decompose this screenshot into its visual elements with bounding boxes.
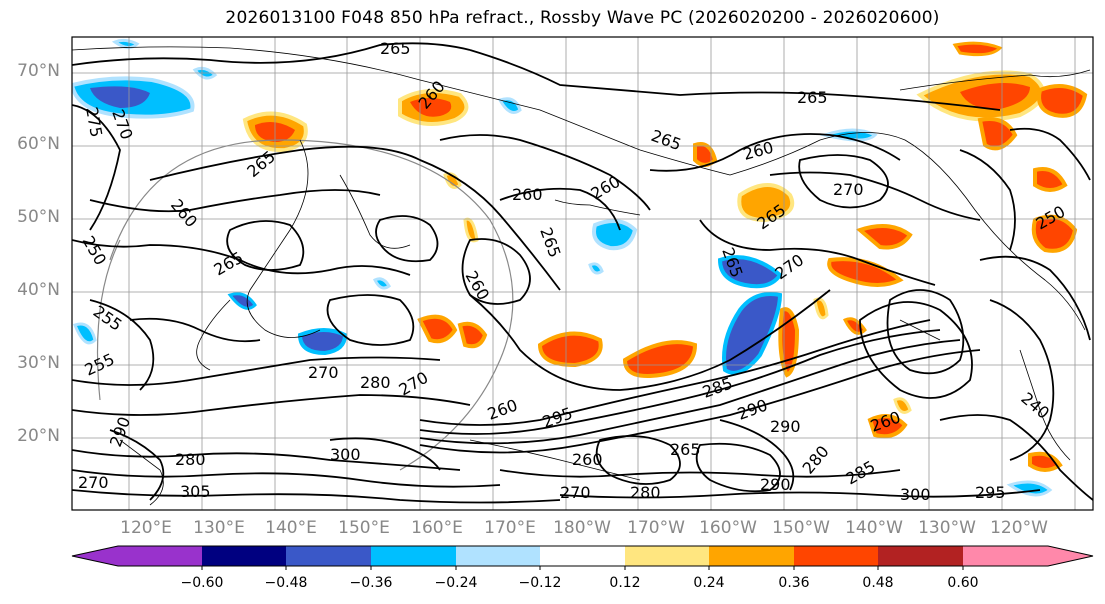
colorbar-bin	[456, 546, 540, 566]
colorbar-extend-left	[72, 546, 118, 566]
colorbar-extend-right	[1048, 546, 1093, 566]
lat-label: 70°N	[17, 61, 60, 81]
contour-label: 295	[975, 483, 1006, 502]
anomaly-negative	[372, 277, 391, 290]
colorbar-tick-label: 0.60	[947, 575, 979, 591]
contour-label: 265	[797, 88, 828, 107]
anomaly-positive	[1037, 84, 1088, 118]
anomaly-negative	[90, 86, 150, 108]
contour-label: 290	[770, 417, 801, 436]
colorbar-tick-label: 0.24	[693, 575, 725, 591]
contour-label: 300	[330, 445, 361, 464]
colorbar-outline	[71, 545, 1094, 567]
colorbar-bin	[878, 546, 963, 566]
colorbar-tick-label: 0.12	[609, 575, 641, 591]
map-panel: 265 265 260 270 275 265 260 265 260 260 …	[72, 37, 1093, 510]
anomaly-negative	[297, 328, 348, 356]
anomaly-positive	[893, 397, 912, 414]
contour-lines	[72, 42, 1093, 504]
lon-label: 160°E	[411, 518, 463, 538]
contour-label: 270	[308, 363, 339, 382]
anomaly-negative	[722, 292, 783, 375]
colorbar-bin	[118, 546, 202, 566]
colorbar-tick-label: −0.60	[180, 575, 224, 591]
contour-label: 280	[630, 483, 661, 502]
lat-label: 50°N	[17, 207, 60, 227]
lat-label: 20°N	[17, 426, 60, 446]
colorbar-bin	[202, 546, 286, 566]
anomaly-positive	[952, 41, 1003, 57]
contour-label: 280	[360, 373, 391, 392]
anomaly-negative	[717, 255, 783, 289]
contour-label: 260	[512, 185, 543, 204]
lon-label: 120°E	[120, 518, 172, 538]
anomaly-negative	[497, 97, 522, 114]
anomaly-positive	[1033, 167, 1068, 192]
contour-label: 265	[670, 440, 701, 459]
lon-label: 170°W	[627, 518, 685, 538]
anomaly-positive	[1031, 214, 1078, 253]
contour-label: 290	[760, 475, 791, 494]
contour-label: 260	[572, 450, 603, 469]
lon-label: 130°E	[193, 518, 245, 538]
lon-label: 140°W	[845, 518, 903, 538]
coastlines	[72, 46, 1091, 506]
colorbar-bin	[709, 546, 794, 566]
anomaly-positive	[977, 117, 1018, 151]
lon-label: 150°E	[338, 518, 390, 538]
contour-label: 300	[900, 485, 931, 504]
colorbar-tick-label: −0.12	[518, 575, 562, 591]
lon-label: 150°W	[772, 518, 830, 538]
colorbar-bin	[963, 546, 1048, 566]
contour-label: 270	[560, 483, 591, 502]
colorbar-tick-label: −0.36	[349, 575, 393, 591]
lat-label: 60°N	[17, 134, 60, 154]
colorbar-bin	[625, 546, 709, 566]
anomaly-positive	[457, 321, 488, 349]
lat-label: 40°N	[17, 280, 60, 300]
lon-label: 130°W	[918, 518, 976, 538]
anomaly-positive	[1028, 451, 1063, 472]
anomaly-positive	[960, 83, 1030, 110]
colorbar-tick-label: −0.24	[434, 575, 478, 591]
anomaly-positive	[693, 142, 718, 167]
colorbar-bin	[286, 546, 371, 566]
lon-label: 170°E	[484, 518, 536, 538]
lon-label: 120°W	[990, 518, 1048, 538]
colorbar-tick-label: 0.48	[862, 575, 894, 591]
shaded-anomalies	[72, 38, 1088, 497]
colorbar-bin	[540, 546, 625, 566]
lon-label: 160°W	[699, 518, 757, 538]
map-frame	[71, 36, 1094, 511]
lon-label: 140°E	[265, 518, 317, 538]
contour-label: 270	[833, 180, 864, 199]
anomaly-negative	[73, 322, 97, 345]
colorbar-bin	[371, 546, 456, 566]
lon-label: 180°W	[553, 518, 611, 538]
anomaly-negative	[588, 262, 604, 275]
colorbar	[71, 545, 1094, 570]
anomaly-positive	[855, 224, 913, 250]
grey-arcs	[96, 139, 514, 471]
anomaly-positive	[737, 183, 795, 223]
contour-label: 265	[380, 39, 411, 58]
contour-label: 270	[78, 473, 109, 492]
map-title: 2026013100 F048 850 hPa refract., Rossby…	[225, 8, 940, 28]
anomaly-negative	[111, 38, 140, 49]
colorbar-tick-label: 0.36	[778, 575, 810, 591]
lat-label: 30°N	[17, 353, 60, 373]
anomaly-positive	[417, 314, 458, 344]
anomaly-negative	[592, 219, 638, 251]
anomaly-positive	[537, 331, 603, 368]
anomaly-negative	[227, 292, 257, 310]
colorbar-tick-label: −0.48	[264, 575, 308, 591]
anomaly-positive	[867, 414, 908, 439]
anomaly-positive	[813, 297, 829, 320]
contour-label: 305	[180, 482, 211, 501]
anomaly-positive	[622, 340, 698, 378]
graticule	[72, 37, 1093, 510]
colorbar-bin	[794, 546, 878, 566]
contour-label: 280	[175, 450, 206, 469]
